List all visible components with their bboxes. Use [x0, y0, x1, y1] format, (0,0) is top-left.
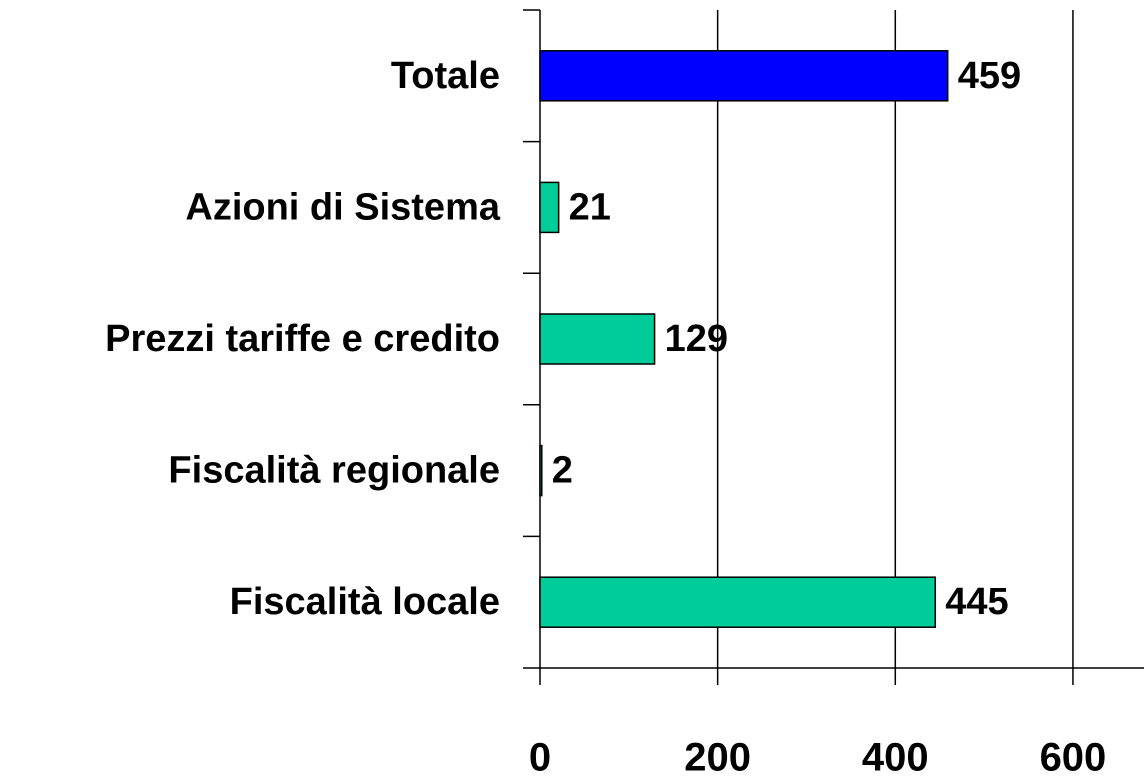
value-label: 2 [552, 450, 573, 492]
category-label: Fiscalità regionale [168, 450, 500, 492]
bar [539, 50, 949, 102]
category-label: Prezzi tariffe e credito [105, 318, 500, 360]
category-label: Azioni di Sistema [185, 186, 500, 228]
x-tick-label: 400 [862, 736, 929, 780]
bar [539, 444, 543, 497]
bar [539, 313, 656, 365]
value-label: 129 [665, 318, 728, 360]
category-label: Fiscalità locale [230, 581, 500, 623]
value-label: 445 [945, 581, 1008, 623]
value-label: 21 [569, 186, 611, 228]
x-tick-label: 200 [684, 736, 751, 780]
value-label: 459 [958, 55, 1021, 97]
x-tick-label: 0 [529, 736, 551, 780]
bar [539, 181, 560, 234]
category-label: Totale [391, 55, 500, 97]
x-tick-label: 600 [1040, 736, 1107, 780]
bar [539, 576, 937, 628]
